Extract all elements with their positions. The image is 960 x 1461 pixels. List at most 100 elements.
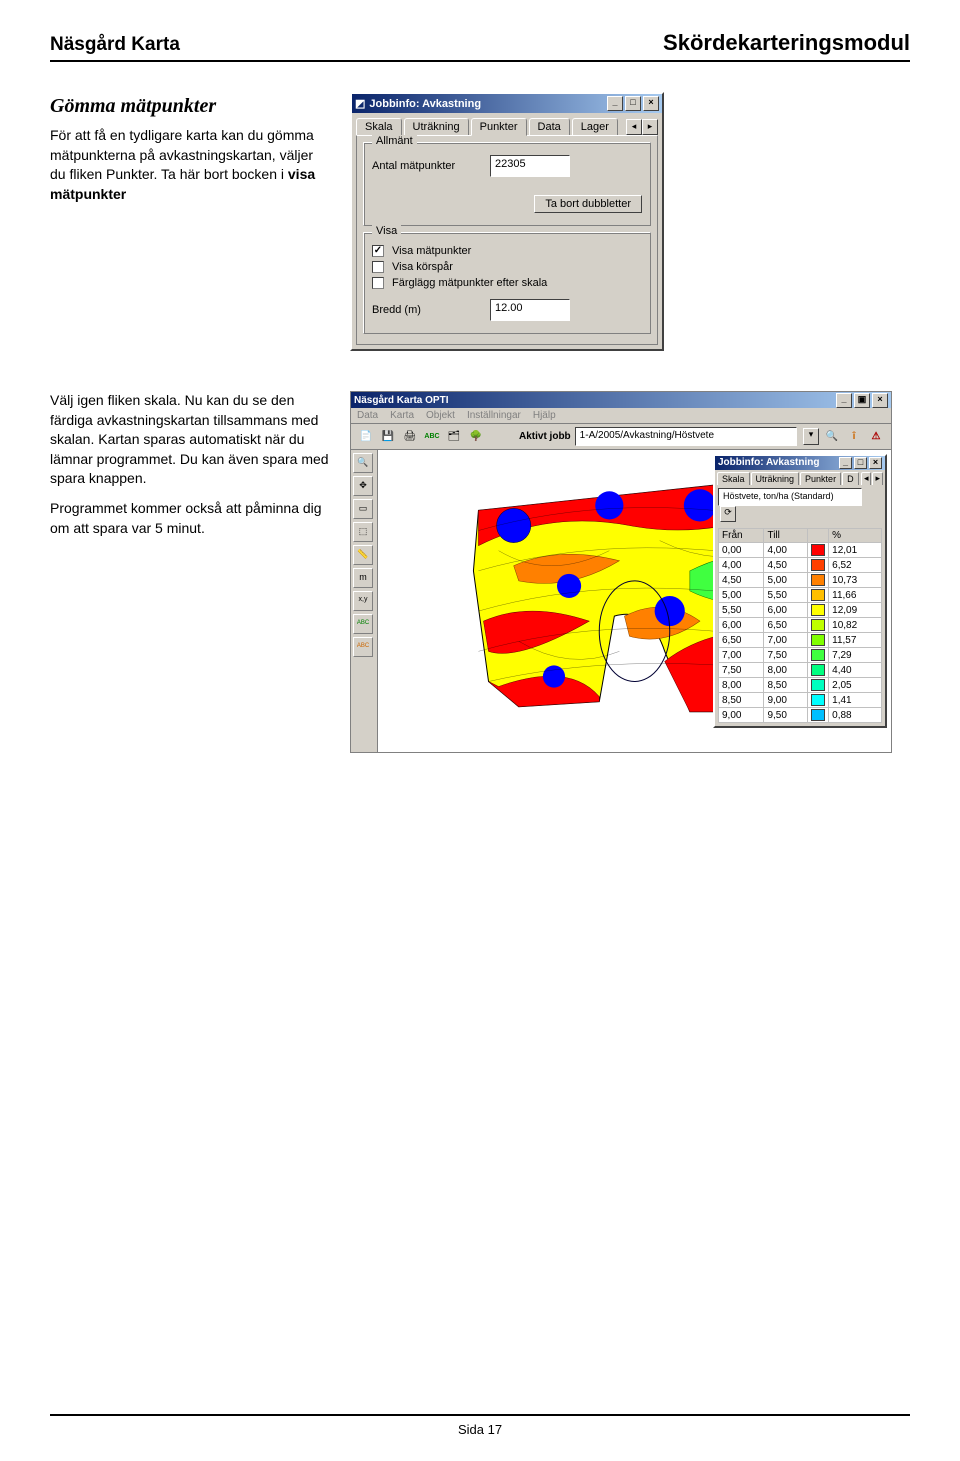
cell-from: 6,50 [719,633,764,648]
page-header: Näsgård Karta Skördekarteringsmodul [50,30,910,62]
section2-para1: Välj igen fliken skala. Nu kan du se den… [50,391,330,489]
scale-refresh-icon[interactable]: ⟳ [720,506,736,522]
label-farglagg: Färglägg mätpunkter efter skala [392,277,547,289]
cell-swatch [808,558,829,573]
cell-pct: 1,41 [829,693,882,708]
section1-text: Gömma mätpunkter För att få en tydligare… [50,92,330,351]
sidetool-xy-icon[interactable]: x,y [353,591,373,611]
toolbar-new-icon[interactable]: 📄 [357,428,375,446]
toolbar-save-icon[interactable]: 💾 [379,428,397,446]
aktivt-jobb-dropdown[interactable]: 1-A/2005/Avkastning/Höstvete [575,427,797,446]
sidetool-m-icon[interactable]: m [353,568,373,588]
window1-titlebar[interactable]: ◩ Jobbinfo: Avkastning _ □ × [352,94,662,113]
sidetool-zoom-icon[interactable]: 🔍 [353,453,373,473]
tab-lager[interactable]: Lager [572,118,618,135]
menu-installningar[interactable]: Inställningar [467,410,521,421]
toolbar-abc-icon[interactable]: ABC [423,428,441,446]
scale-dropdown[interactable]: Höstvete, ton/ha (Standard) [718,488,862,506]
menu-objekt[interactable]: Objekt [426,410,455,421]
minimize-button[interactable]: _ [607,96,623,111]
jobbinfo-title: Jobbinfo: Avkastning [718,457,819,469]
cell-pct: 2,05 [829,678,882,693]
app-maximize[interactable]: ▣ [854,393,870,408]
aktivt-jobb-label: Aktivt jobb [519,431,571,442]
label-antal-matpunkter: Antal mätpunkter [372,160,482,172]
app-close[interactable]: × [872,393,888,408]
table-row: 8,008,50 2,05 [719,678,882,693]
tab-scroll-right[interactable]: ▸ [642,119,658,135]
jobbinfo-panel[interactable]: Jobbinfo: Avkastning _ □ × Skala Uträkni… [713,454,887,728]
jobbinfo-max[interactable]: □ [854,457,867,469]
map-canvas[interactable]: Jobbinfo: Avkastning _ □ × Skala Uträkni… [378,450,891,752]
jptab-right[interactable]: ▸ [872,472,883,485]
sidetool-abc2-icon[interactable]: ABC [353,637,373,657]
maximize-button[interactable]: □ [625,96,641,111]
cell-from: 5,50 [719,603,764,618]
tab-scroll-left[interactable]: ◂ [626,119,642,135]
table-row: 5,506,0012,09 [719,603,882,618]
toolbar-tree-icon[interactable]: 🌳 [467,428,485,446]
sidetool-pan-icon[interactable]: ✥ [353,476,373,496]
sidetool-select-icon[interactable]: ⬚ [353,522,373,542]
cell-pct: 12,09 [829,603,882,618]
cell-till: 7,50 [764,648,808,663]
app-titlebar[interactable]: Näsgård Karta OPTI _ ▣ × [351,392,891,408]
tab-skala[interactable]: Skala [356,118,402,135]
table-row: 7,508,004,40 [719,663,882,678]
checkbox-visa-matpunkter[interactable]: ✓ [372,245,384,257]
button-ta-bort-dubbletter[interactable]: Ta bort dubbletter [534,195,642,213]
label-bredd: Bredd (m) [372,304,482,316]
cell-swatch [808,648,829,663]
toolbar-info-icon[interactable]: î [845,428,863,446]
toolbar-zoom-icon[interactable]: 🔍 [823,428,841,446]
section2-para2: Programmet kommer också att påminna dig … [50,499,330,538]
menu-data[interactable]: Data [357,410,378,421]
checkbox-visa-korspar[interactable] [372,261,384,273]
cell-till: 8,50 [764,678,808,693]
close-button[interactable]: × [643,96,659,111]
menu-karta[interactable]: Karta [390,410,414,421]
table-row: 4,004,506,52 [719,558,882,573]
window1-icon: ◩ [355,97,365,110]
app-toolbar: 📄 💾 🖨 ABC 🗂 🌳 Aktivt jobb 1-A/2005/Avkas… [351,424,891,450]
cell-from: 9,00 [719,708,764,723]
jobbinfo-close[interactable]: × [869,457,882,469]
jobbinfo-min[interactable]: _ [839,457,852,469]
col-till: Till [764,529,808,543]
tab-data[interactable]: Data [529,118,570,135]
input-antal-matpunkter[interactable]: 22305 [490,155,570,177]
cell-pct: 11,66 [829,588,882,603]
toolbar-warn-icon[interactable]: ⚠ [867,428,885,446]
tab-punkter[interactable]: Punkter [471,118,527,136]
cell-pct: 0,88 [829,708,882,723]
menu-hjalp[interactable]: Hjälp [533,410,556,421]
aktivt-jobb-drop-button[interactable]: ▾ [803,428,819,445]
cell-till: 5,00 [764,573,808,588]
sidetool-abc1-icon[interactable]: ABC [353,614,373,634]
page-footer: Sida 17 [0,1414,960,1437]
table-row: 8,509,001,41 [719,693,882,708]
checkbox-farglagg[interactable] [372,277,384,289]
col-pct: % [829,529,882,543]
tab-utrakning[interactable]: Uträkning [404,118,469,135]
cell-swatch [808,573,829,588]
scale-table: Från Till % 0,004,0012,014,004,506,524,5… [718,528,882,723]
jptab-punkter[interactable]: Punkter [800,472,841,485]
sidetool-rect-icon[interactable]: ▭ [353,499,373,519]
cell-pct: 6,52 [829,558,882,573]
toolbar-print-icon[interactable]: 🖨 [401,428,419,446]
jptab-left[interactable]: ◂ [861,472,872,485]
jptab-d[interactable]: D [842,472,859,485]
table-row: 9,009,500,88 [719,708,882,723]
cell-swatch [808,633,829,648]
table-row: 7,007,507,29 [719,648,882,663]
jptab-utrakning[interactable]: Uträkning [751,472,800,485]
app-minimize[interactable]: _ [836,393,852,408]
window1-tabs: Skala Uträkning Punkter Data Lager ◂ ▸ [352,113,662,135]
input-bredd[interactable]: 12.00 [490,299,570,321]
toolbar-layers-icon[interactable]: 🗂 [445,428,463,446]
sidetool-measure-icon[interactable]: 📏 [353,545,373,565]
jptab-skala[interactable]: Skala [717,472,750,485]
cell-from: 8,00 [719,678,764,693]
cell-swatch [808,663,829,678]
